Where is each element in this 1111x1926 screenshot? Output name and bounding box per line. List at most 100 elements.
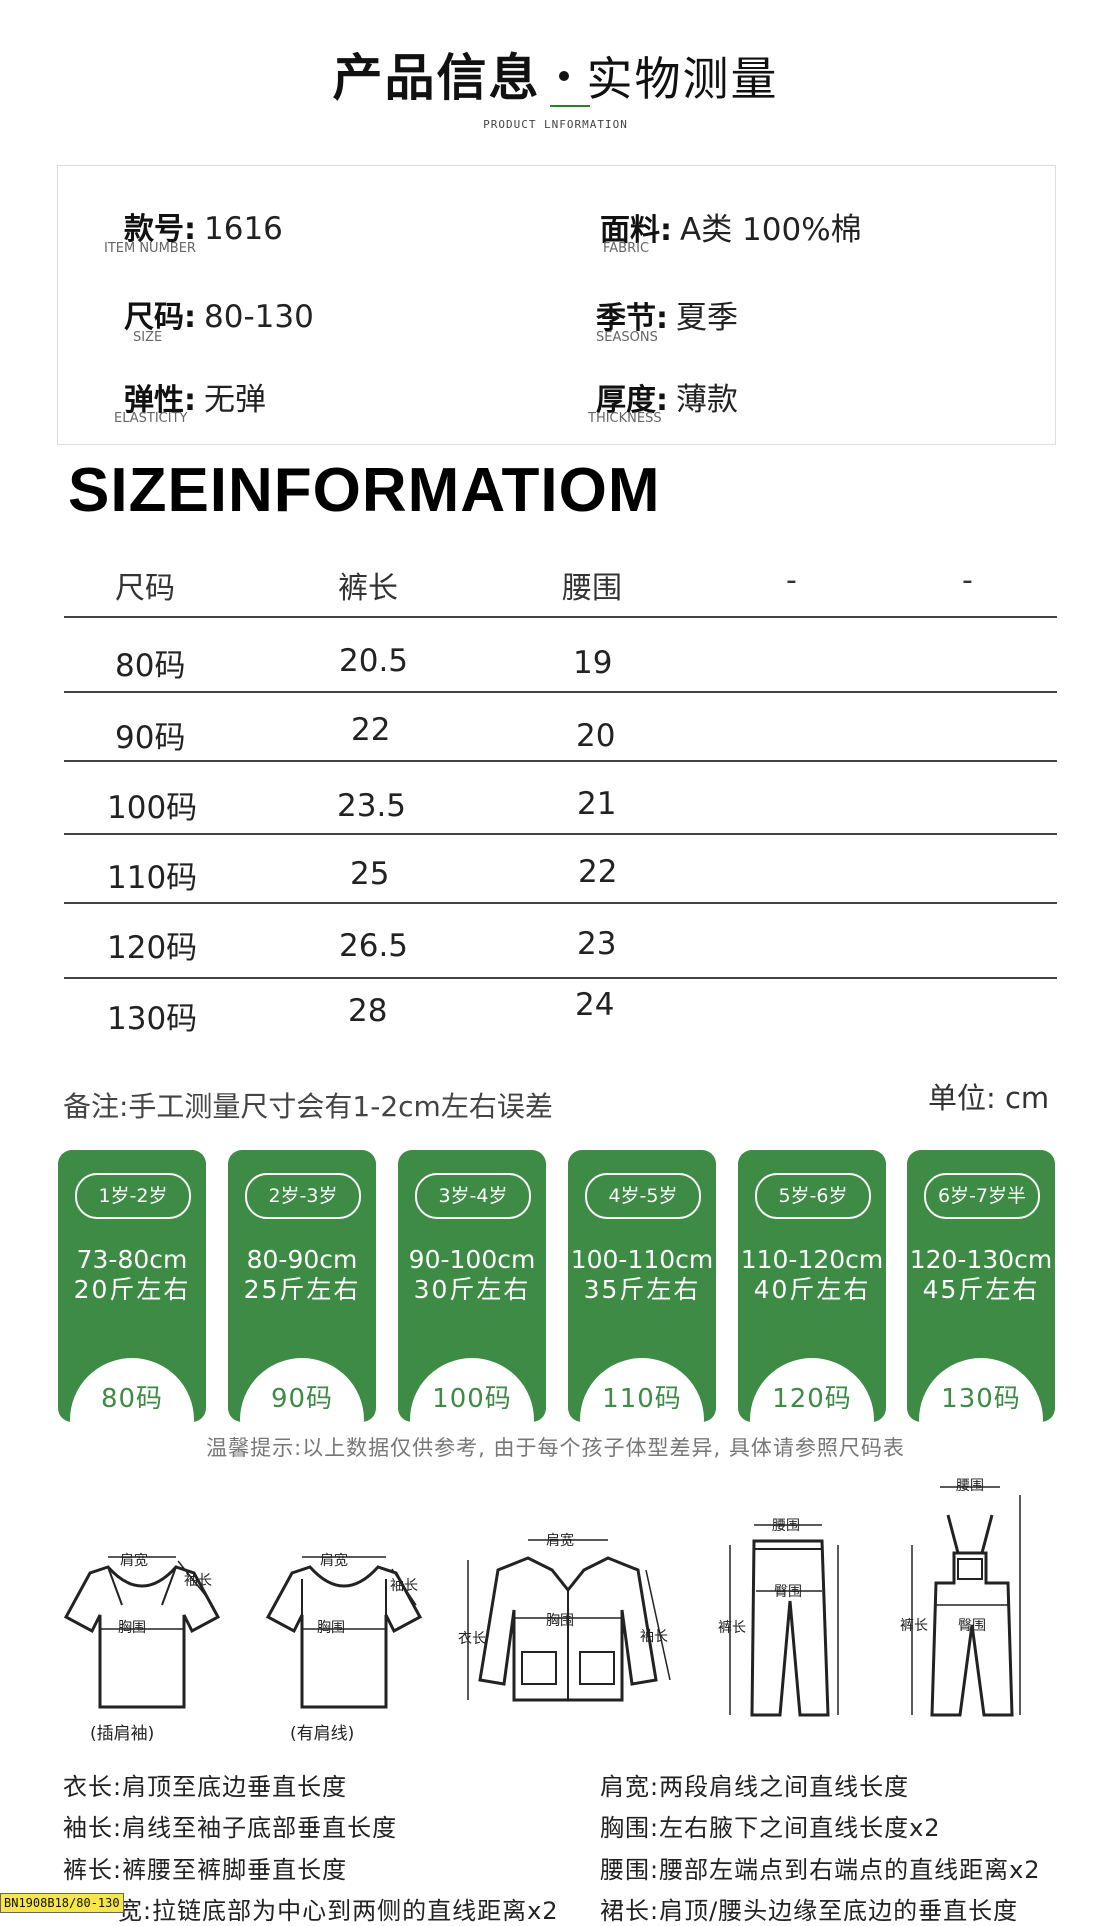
card-weight: 20斤左右	[73, 1275, 191, 1304]
info-fabric: 面料: A类 100%棉	[600, 212, 862, 248]
table-cell: 23.5	[337, 788, 407, 824]
info-en-item-number: ITEM NUMBER	[104, 241, 196, 256]
title-english: PRODUCT LNFORMATION	[483, 118, 628, 131]
table-cell: 110码	[107, 860, 198, 896]
size-card-90: 2岁-3岁 80-90cm 25斤左右 90码	[228, 1150, 376, 1422]
card-weight: 45斤左右	[922, 1275, 1040, 1304]
table-cell: 130码	[107, 1001, 198, 1037]
age-pill: 2岁-3岁	[245, 1173, 361, 1219]
table-cell: 100码	[107, 790, 198, 826]
card-size-label: 100码	[432, 1384, 512, 1414]
size-card-100: 3岁-4岁 90-100cm 30斤左右 100码	[398, 1150, 546, 1422]
age-pill: 3岁-4岁	[415, 1173, 531, 1219]
table-header-size: 尺码	[115, 571, 175, 606]
info-en-elasticity: ELASTICITY	[114, 411, 188, 426]
table-rule	[64, 616, 1057, 618]
definition-pants: 裤长:裤腰至裤脚垂直长度	[63, 1856, 348, 1884]
info-item-number: 款号: 1616	[124, 211, 283, 247]
table-cell: 120码	[107, 930, 198, 966]
diagram-overalls: 腰围 臀围 裤长	[900, 1475, 1040, 1735]
table-rule	[64, 691, 1057, 693]
card-weight: 30斤左右	[413, 1275, 531, 1304]
table-cell: 28	[348, 993, 388, 1029]
title-main: 产品信息	[332, 49, 541, 107]
diagram-jacket: 肩宽 胸围 衣长 袖长	[458, 1530, 678, 1730]
definition-length: 衣长:肩顶至底边垂直长度	[63, 1773, 348, 1801]
card-height: 90-100cm	[408, 1245, 536, 1274]
table-rule	[64, 902, 1057, 904]
caption-seam: (有肩线)	[290, 1724, 355, 1744]
card-size-label: 130码	[941, 1384, 1021, 1414]
overalls-icon	[911, 1486, 1021, 1717]
card-size-label: 80码	[100, 1384, 164, 1414]
card-height: 73-80cm	[76, 1245, 188, 1274]
card-height: 110-120cm	[740, 1245, 884, 1274]
diagram-pants: 腰围 臀围 裤长	[718, 1505, 858, 1735]
definition-sleeve: 袖长:肩线至袖子底部垂直长度	[63, 1814, 398, 1842]
diagram-raglan-tee: 肩宽 胸围 袖长 (插肩袖)	[60, 1545, 221, 1745]
table-cell: 23	[577, 926, 617, 962]
title-dot	[558, 70, 569, 81]
table-cell: 24	[575, 987, 615, 1023]
info-en-thickness: THICKNESS	[588, 411, 662, 426]
table-header-waist: 腰围	[562, 571, 622, 606]
table-header-blank-1: -	[786, 563, 797, 598]
card-size-label: 110码	[602, 1384, 682, 1414]
caption-raglan: (插肩袖)	[90, 1724, 155, 1744]
definition-width: 宽:拉链底部为中心到两侧的直线距离x2	[118, 1897, 559, 1925]
table-cell: 90码	[115, 720, 186, 756]
card-weight: 40斤左右	[753, 1275, 871, 1304]
table-cell: 22	[351, 712, 391, 748]
measurement-note: 备注:手工测量尺寸会有1-2cm左右误差	[63, 1090, 553, 1123]
size-tip: 温馨提示:以上数据仅供参考, 由于每个孩子体型差异, 具体请参照尺码表	[206, 1436, 905, 1460]
card-height: 100-110cm	[570, 1245, 714, 1274]
info-size: 尺码: 80-130	[124, 299, 314, 335]
table-header-blank-2: -	[962, 563, 973, 598]
info-en-season: SEASONS	[596, 330, 658, 345]
table-cell: 25	[350, 856, 390, 892]
table-cell: 80码	[115, 648, 186, 684]
info-thickness: 厚度: 薄款	[596, 382, 738, 418]
definition-shoulder: 肩宽:两段肩线之间直线长度	[600, 1773, 910, 1801]
definition-skirt: 裙长:肩顶/腰头边缘至底边的垂直长度	[600, 1897, 1019, 1925]
info-elasticity: 弹性: 无弹	[124, 382, 266, 418]
title-underline	[550, 105, 590, 107]
card-height: 80-90cm	[246, 1245, 358, 1274]
table-cell: 21	[577, 786, 617, 822]
card-weight: 25斤左右	[243, 1275, 361, 1304]
size-card-110: 4岁-5岁 100-110cm 35斤左右 110码	[568, 1150, 716, 1422]
info-season: 季节: 夏季	[596, 300, 738, 336]
size-card-130: 6岁-7岁半 120-130cm 45斤左右 130码	[907, 1150, 1055, 1422]
table-cell: 20.5	[339, 643, 409, 679]
jacket-icon	[467, 1539, 671, 1702]
tshirt-raglan-icon	[63, 1556, 221, 1709]
size-info-heading: SIZEINFORMATIOM	[68, 456, 661, 525]
size-card-80: 1岁-2岁 73-80cm 20斤左右 80码	[58, 1150, 206, 1422]
product-info-box: 款号: 1616 ITEM NUMBER 面料: A类 100%棉 FABRIC 尺…	[57, 165, 1056, 445]
info-en-fabric: FABRIC	[603, 241, 650, 256]
table-cell: 19	[573, 645, 613, 681]
card-weight: 35斤左右	[583, 1275, 701, 1304]
card-size-label: 90码	[270, 1384, 334, 1414]
unit-label: 单位: cm	[928, 1081, 1050, 1115]
product-code-stamp: BN1908B18/80-130	[0, 1893, 124, 1913]
age-pill: 5岁-6岁	[755, 1173, 871, 1219]
card-size-label: 120码	[772, 1384, 852, 1414]
table-cell: 22	[578, 854, 618, 890]
card-height: 120-130cm	[909, 1245, 1053, 1274]
definition-chest: 胸围:左右腋下之间直线长度x2	[600, 1814, 941, 1842]
age-pill: 1岁-2岁	[75, 1173, 191, 1219]
size-card-120: 5岁-6岁 110-120cm 40斤左右 120码	[738, 1150, 886, 1422]
tshirt-seam-icon	[265, 1556, 423, 1709]
pants-icon	[729, 1524, 839, 1717]
info-en-size: SIZE	[133, 330, 163, 345]
table-cell: 20	[576, 718, 616, 754]
page-title: 产品信息 实物测量	[0, 38, 1111, 110]
table-rule	[64, 760, 1057, 762]
diagram-seam-tee: 肩宽 胸围 袖长 (有肩线)	[262, 1545, 423, 1745]
table-header-length: 裤长	[338, 571, 398, 606]
title-sub: 实物测量	[586, 52, 779, 106]
table-rule	[64, 977, 1057, 979]
age-pill: 6岁-7岁半	[924, 1173, 1040, 1219]
table-cell: 26.5	[339, 928, 409, 964]
